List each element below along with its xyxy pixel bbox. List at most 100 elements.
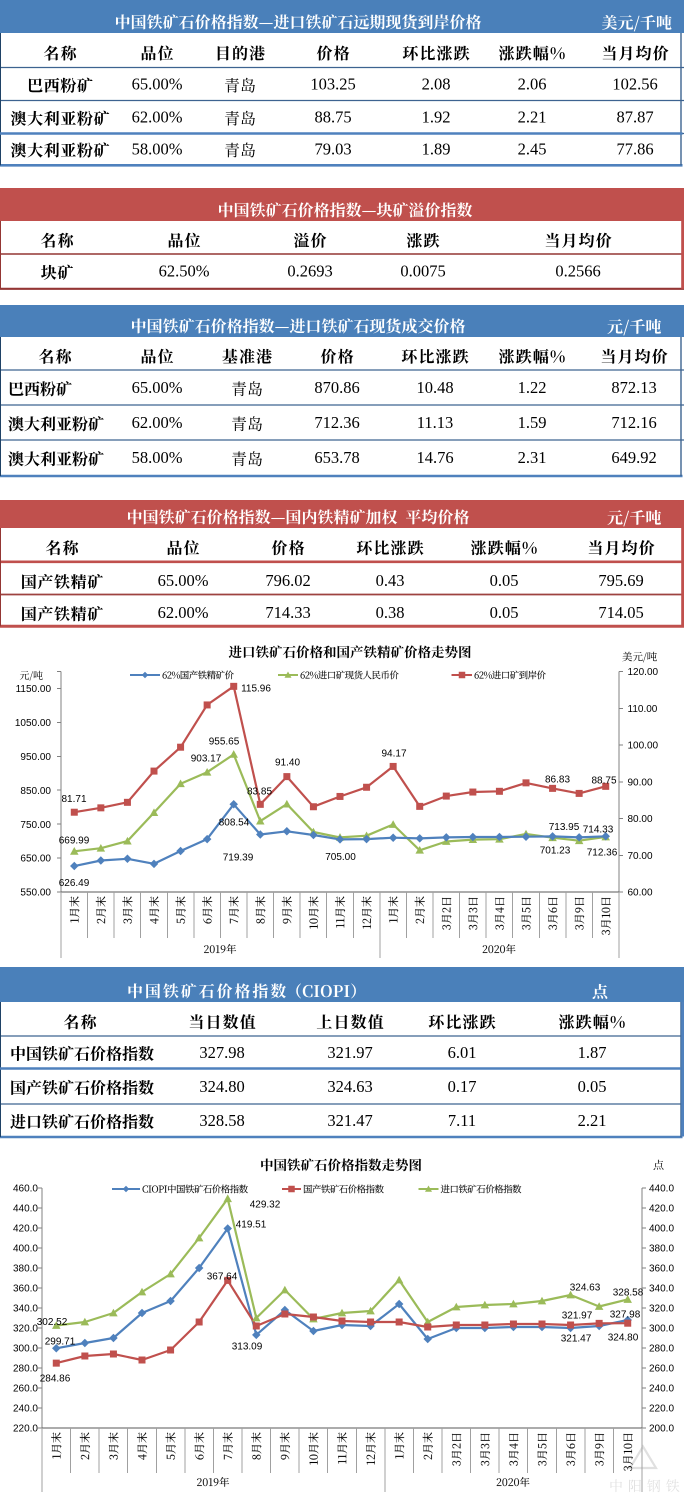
svg-text:300.0: 300.0 xyxy=(13,1344,38,1355)
svg-text:220.0: 220.0 xyxy=(13,1424,38,1435)
svg-text:313.09: 313.09 xyxy=(232,1342,263,1353)
svg-text:440.0: 440.0 xyxy=(13,1204,38,1215)
svg-text:2.21: 2.21 xyxy=(518,108,547,127)
svg-text:669.99: 669.99 xyxy=(59,836,90,847)
svg-text:796.02: 796.02 xyxy=(265,571,310,590)
svg-text:712.16: 712.16 xyxy=(611,413,656,432)
svg-text:320.0: 320.0 xyxy=(13,1324,38,1335)
svg-text:0.05: 0.05 xyxy=(490,571,519,590)
svg-text:400.0: 400.0 xyxy=(13,1244,38,1255)
svg-text:77.86: 77.86 xyxy=(616,139,653,158)
svg-text:850.00: 850.00 xyxy=(20,786,51,797)
svg-text:65.00%: 65.00% xyxy=(132,75,183,94)
svg-text:115.96: 115.96 xyxy=(241,684,271,695)
svg-text:280.0: 280.0 xyxy=(649,1344,674,1355)
svg-text:10.48: 10.48 xyxy=(416,378,453,397)
svg-text:284.86: 284.86 xyxy=(40,1374,71,1385)
svg-text:419.51: 419.51 xyxy=(236,1220,267,1231)
svg-text:795.69: 795.69 xyxy=(598,571,643,590)
svg-text:0.17: 0.17 xyxy=(448,1077,477,1096)
svg-text:62.00%: 62.00% xyxy=(132,413,183,432)
svg-text:87.87: 87.87 xyxy=(616,108,653,127)
svg-text:340.0: 340.0 xyxy=(649,1284,674,1295)
svg-text:88.75: 88.75 xyxy=(591,776,616,787)
svg-text:60.00: 60.00 xyxy=(628,888,653,899)
svg-text:81.71: 81.71 xyxy=(61,794,86,805)
svg-text:649.92: 649.92 xyxy=(611,448,656,467)
svg-text:0.2693: 0.2693 xyxy=(287,262,332,281)
svg-text:0.43: 0.43 xyxy=(376,571,405,590)
svg-text:65.00%: 65.00% xyxy=(132,378,183,397)
svg-text:324.80: 324.80 xyxy=(199,1077,244,1096)
svg-text:440.0: 440.0 xyxy=(649,1184,674,1195)
svg-text:360.0: 360.0 xyxy=(649,1264,674,1275)
svg-text:1.92: 1.92 xyxy=(422,108,451,127)
svg-text:14.76: 14.76 xyxy=(416,448,453,467)
svg-text:0.05: 0.05 xyxy=(490,603,519,622)
svg-text:260.0: 260.0 xyxy=(13,1384,38,1395)
svg-text:714.33: 714.33 xyxy=(583,825,614,836)
svg-text:950.00: 950.00 xyxy=(20,752,51,763)
svg-text:11.13: 11.13 xyxy=(417,413,454,432)
svg-text:712.36: 712.36 xyxy=(587,848,618,859)
svg-text:714.05: 714.05 xyxy=(598,603,643,622)
svg-text:58.00%: 58.00% xyxy=(132,139,183,158)
svg-text:808.54: 808.54 xyxy=(219,818,250,829)
svg-text:380.0: 380.0 xyxy=(13,1264,38,1275)
svg-text:0.0075: 0.0075 xyxy=(400,262,445,281)
svg-text:870.86: 870.86 xyxy=(314,378,359,397)
svg-text:420.0: 420.0 xyxy=(649,1204,674,1215)
svg-text:79.03: 79.03 xyxy=(314,139,351,158)
svg-text:550.00: 550.00 xyxy=(20,888,51,899)
svg-text:713.95: 713.95 xyxy=(549,822,580,833)
svg-text:65.00%: 65.00% xyxy=(158,571,209,590)
svg-text:302.52: 302.52 xyxy=(37,1317,68,1328)
svg-text:2.31: 2.31 xyxy=(518,448,547,467)
svg-text:299.71: 299.71 xyxy=(45,1337,76,1348)
svg-text:872.13: 872.13 xyxy=(611,378,656,397)
svg-text:380.0: 380.0 xyxy=(649,1244,674,1255)
svg-text:80.00: 80.00 xyxy=(628,814,653,825)
svg-text:2.45: 2.45 xyxy=(518,139,547,158)
svg-text:321.47: 321.47 xyxy=(561,1334,592,1345)
svg-text:103.25: 103.25 xyxy=(310,75,355,94)
svg-text:360.0: 360.0 xyxy=(13,1284,38,1295)
svg-text:260.0: 260.0 xyxy=(649,1364,674,1375)
svg-text:328.58: 328.58 xyxy=(613,1288,644,1299)
svg-text:220.0: 220.0 xyxy=(649,1404,674,1415)
svg-text:86.83: 86.83 xyxy=(545,775,570,786)
svg-text:2.06: 2.06 xyxy=(518,75,547,94)
svg-text:321.97: 321.97 xyxy=(327,1043,372,1062)
svg-text:120.00: 120.00 xyxy=(628,667,659,678)
svg-text:110.00: 110.00 xyxy=(628,704,658,715)
svg-text:321.97: 321.97 xyxy=(562,1311,593,1322)
svg-text:701.23: 701.23 xyxy=(540,846,571,857)
svg-text:2.08: 2.08 xyxy=(422,75,451,94)
svg-text:324.63: 324.63 xyxy=(570,1283,601,1294)
svg-text:400.0: 400.0 xyxy=(649,1224,674,1235)
svg-text:1.22: 1.22 xyxy=(518,378,547,397)
svg-text:58.00%: 58.00% xyxy=(132,448,183,467)
svg-text:0.38: 0.38 xyxy=(376,603,405,622)
svg-text:91.40: 91.40 xyxy=(275,758,300,769)
svg-text:94.17: 94.17 xyxy=(381,749,406,760)
svg-text:626.49: 626.49 xyxy=(59,878,90,889)
svg-text:88.75: 88.75 xyxy=(314,108,351,127)
svg-text:240.0: 240.0 xyxy=(13,1404,38,1415)
svg-text:0.2566: 0.2566 xyxy=(555,262,600,281)
svg-text:1150.00: 1150.00 xyxy=(16,684,52,695)
svg-text:62.00%: 62.00% xyxy=(158,603,209,622)
svg-text:1.87: 1.87 xyxy=(578,1043,607,1062)
svg-text:300.0: 300.0 xyxy=(649,1324,674,1335)
svg-text:320.0: 320.0 xyxy=(649,1304,674,1315)
svg-text:327.98: 327.98 xyxy=(199,1043,244,1062)
svg-text:70.00: 70.00 xyxy=(628,851,653,862)
svg-text:321.47: 321.47 xyxy=(327,1111,372,1130)
svg-text:712.36: 712.36 xyxy=(314,413,359,432)
svg-text:100.00: 100.00 xyxy=(628,741,659,752)
svg-text:750.00: 750.00 xyxy=(20,820,51,831)
svg-text:327.98: 327.98 xyxy=(610,1310,641,1321)
svg-text:6.01: 6.01 xyxy=(448,1043,477,1062)
svg-text:7.11: 7.11 xyxy=(448,1111,476,1130)
svg-text:714.33: 714.33 xyxy=(265,603,310,622)
